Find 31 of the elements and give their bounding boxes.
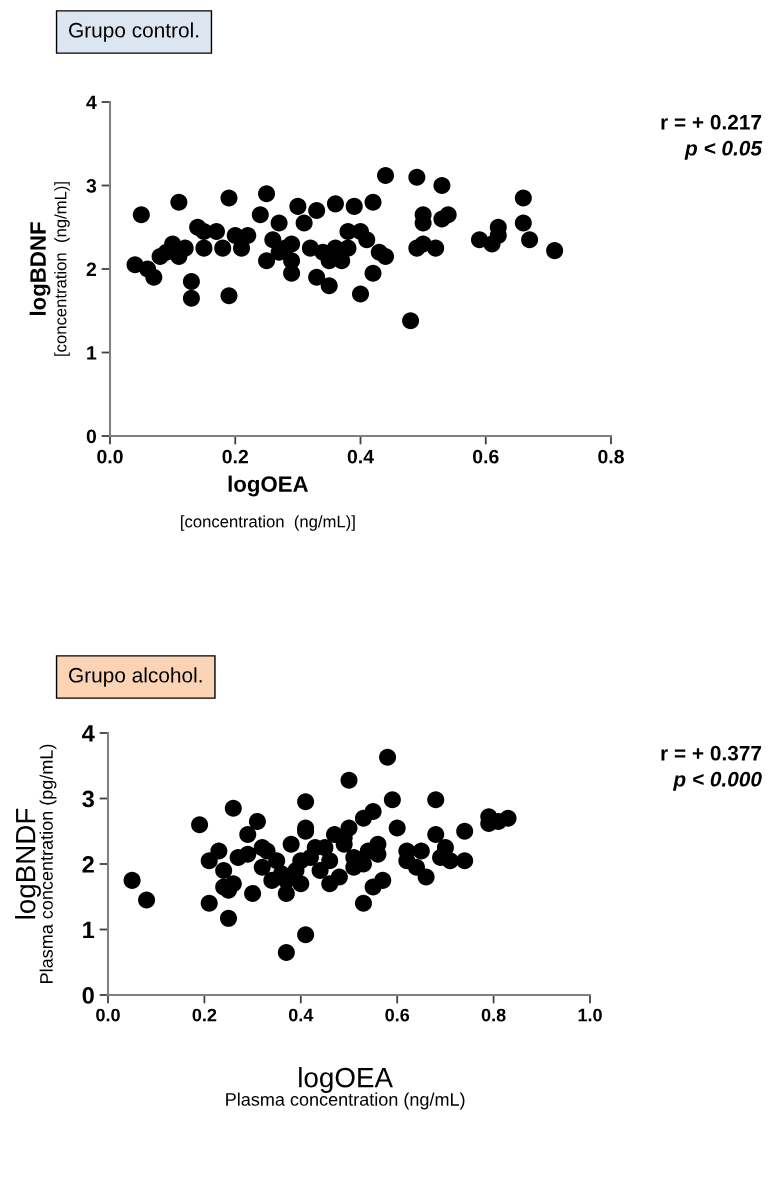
x-tick-label: 0.2 (222, 449, 248, 464)
text: p < 0.000 (672, 771, 762, 791)
y-tick-label: 0 (82, 987, 94, 1004)
y-tick-label: 2 (86, 262, 97, 277)
y-tick-label: 4 (86, 95, 97, 110)
x-tick-label: 0.4 (288, 1008, 314, 1022)
chart-title: Grupo control. (69, 22, 199, 42)
text: r = + 0.217 (661, 114, 762, 130)
y-axis-title: logBNDF Plasma concentration (pg/mL) (15, 744, 57, 983)
y-tick-label: 1 (87, 346, 97, 360)
x-tick-label: 0.6 (385, 1008, 410, 1022)
x-tick-label: 0.0 (96, 1008, 120, 1022)
text: p < 0.05 (684, 140, 763, 160)
text: r = + 0.377 (661, 745, 762, 761)
x-tick-label: 0.4 (347, 449, 374, 464)
y-tick-label: 0 (86, 429, 97, 444)
x-tick-label: 0.2 (192, 1008, 217, 1022)
y-tick-label: 1 (83, 921, 95, 939)
x-tick-label: 0.8 (598, 449, 624, 464)
x-tick-label: 1.0 (578, 1008, 602, 1022)
y-tick-label: 3 (82, 790, 94, 808)
y-tick-label: 2 (82, 856, 94, 873)
x-tick-label: 0.0 (97, 449, 123, 464)
x-tick-label: 0.8 (481, 1008, 506, 1022)
y-axis-title: logBDNF [concentration (ng/mL)] (29, 182, 70, 356)
x-axis-title: logOEA [concentration (ng/mL)] (181, 475, 355, 531)
y-tick-label: 4 (82, 725, 95, 742)
y-tick-label: 3 (86, 178, 97, 193)
x-tick-label: 0.6 (473, 449, 499, 464)
x-axis-title: logOEA Plasma concentration (ng/mL) (226, 1067, 465, 1110)
chart-title: Grupo alcohol. (69, 667, 202, 687)
